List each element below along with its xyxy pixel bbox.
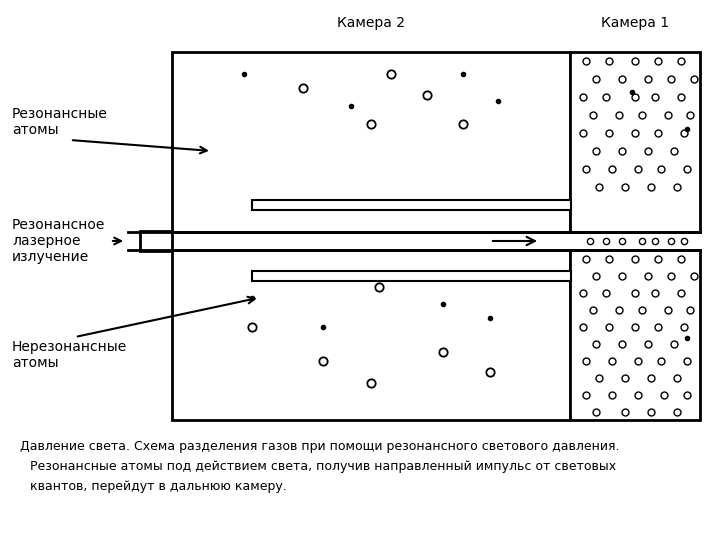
Bar [172,250,570,420]
Bar [570,250,700,420]
Bar [570,52,700,232]
Bar [172,52,570,232]
Text: квантов, перейдут в дальнюю камеру.: квантов, перейдут в дальнюю камеру. [30,480,287,493]
Text: Резонансные атомы под действием света, получив направленный импульс от световых: Резонансные атомы под действием света, п… [30,460,616,473]
Text: Нерезонансные
атомы: Нерезонансные атомы [12,340,127,370]
Bar [251,271,571,280]
Text: Камера 2: Камера 2 [337,16,405,30]
Text: Резонансные
атомы: Резонансные атомы [12,107,108,137]
Bar [251,200,571,210]
Bar [140,231,172,251]
Text: Давление света. Схема разделения газов при помощи резонансного светового давлени: Давление света. Схема разделения газов п… [20,440,619,453]
Text: Камера 1: Камера 1 [601,16,669,30]
Text: Резонансное
лазерное
излучение: Резонансное лазерное излучение [12,218,105,264]
